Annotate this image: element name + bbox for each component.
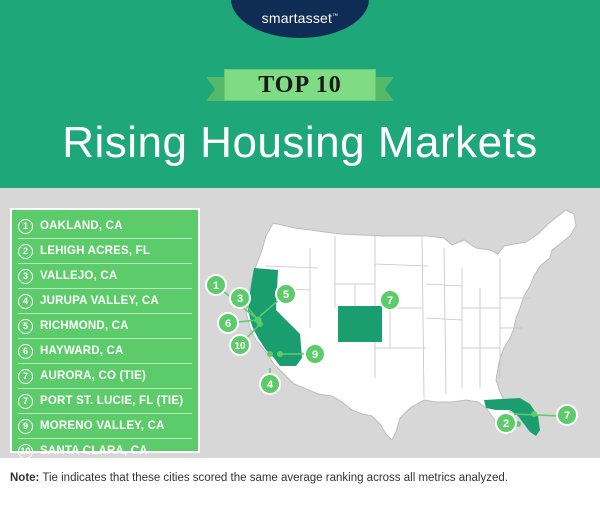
rank-number: 9	[18, 418, 33, 434]
city-dots	[254, 316, 537, 427]
city-label: MORENO VALLEY, CA	[40, 420, 165, 432]
map-marker[interactable]: 3	[229, 287, 251, 309]
map-marker[interactable]: 5	[275, 283, 297, 305]
svg-text:10: 10	[234, 341, 246, 352]
page-title: Rising Housing Markets	[62, 118, 538, 167]
svg-text:2: 2	[503, 418, 509, 430]
city-label: RICHMOND, CA	[40, 320, 129, 332]
rank-number: 7	[18, 393, 33, 409]
svg-text:7: 7	[387, 295, 393, 307]
rank-number: 2	[18, 243, 33, 259]
ranking-list: 1 OAKLAND, CA 2 LEHIGH ACRES, FL 3 VALLE…	[10, 208, 200, 459]
map-markers: 1 3 5 6 10 4 9 7	[205, 274, 578, 434]
footnote: Note: Tie indicates that these cities sc…	[10, 472, 508, 484]
rank-number: 3	[18, 268, 33, 284]
map-marker[interactable]: 2	[495, 412, 517, 434]
svg-text:3: 3	[237, 293, 243, 305]
rank-number: 5	[18, 318, 33, 334]
list-item[interactable]: 2 LEHIGH ACRES, FL	[18, 239, 192, 264]
city-label: OAKLAND, CA	[40, 220, 123, 232]
map-marker[interactable]: 10	[229, 334, 251, 356]
city-label: LEHIGH ACRES, FL	[40, 245, 151, 257]
city-label: PORT ST. LUCIE, FL (TIE)	[40, 395, 184, 407]
city-label: AURORA, CO (TIE)	[40, 370, 147, 382]
ribbon-label-box: TOP 10	[224, 69, 376, 101]
state-borders	[261, 235, 530, 399]
map-marker[interactable]: 7	[379, 289, 401, 311]
list-item[interactable]: 3 VALLEJO, CA	[18, 264, 192, 289]
rank-number: 6	[18, 343, 33, 359]
city-label: VALLEJO, CA	[40, 270, 118, 282]
map-marker[interactable]: 7	[556, 404, 578, 426]
city-label: JURUPA VALLEY, CA	[40, 295, 159, 307]
city-label: SANTA CLARA, CA	[40, 445, 148, 457]
rank-number: 7	[18, 368, 33, 384]
svg-text:5: 5	[283, 289, 289, 301]
svg-text:6: 6	[225, 318, 231, 330]
rank-number: 10	[18, 443, 33, 459]
rank-number: 1	[18, 218, 33, 234]
note-text: Tie indicates that these cities scored t…	[39, 472, 508, 484]
ribbon-label: TOP 10	[258, 71, 342, 98]
list-item[interactable]: 5 RICHMOND, CA	[18, 314, 192, 339]
map-marker[interactable]: 1	[205, 274, 227, 296]
list-item[interactable]: 1 OAKLAND, CA	[18, 214, 192, 239]
list-item[interactable]: 4 JURUPA VALLEY, CA	[18, 289, 192, 314]
map-marker[interactable]: 6	[217, 312, 239, 334]
logo-tab[interactable]: smartasset™	[231, 0, 369, 38]
us-map: 1 3 5 6 10 4 9 7	[205, 209, 578, 441]
footer	[0, 458, 600, 505]
list-item[interactable]: 7 AURORA, CO (TIE)	[18, 364, 192, 389]
list-item[interactable]: 6 HAYWARD, CA	[18, 339, 192, 364]
header-banner: smartasset™ TOP 10 Rising Housing Market…	[0, 0, 600, 188]
florida-state	[484, 398, 540, 436]
map-marker[interactable]: 9	[304, 343, 326, 365]
city-label: HAYWARD, CA	[40, 345, 124, 357]
list-item[interactable]: 9 MORENO VALLEY, CA	[18, 414, 192, 439]
colorado-state	[338, 306, 382, 342]
note-label: Note:	[10, 472, 40, 484]
smartasset-logo: smartasset™	[261, 10, 339, 26]
svg-text:4: 4	[267, 379, 274, 391]
top10-ribbon: TOP 10	[206, 69, 394, 107]
list-item[interactable]: 7 PORT ST. LUCIE, FL (TIE)	[18, 389, 192, 414]
svg-text:1: 1	[213, 280, 219, 292]
rank-number: 4	[18, 293, 33, 309]
california-state	[248, 268, 302, 366]
svg-text:7: 7	[564, 410, 570, 422]
map-marker[interactable]: 4	[259, 373, 281, 395]
svg-text:9: 9	[312, 349, 318, 361]
